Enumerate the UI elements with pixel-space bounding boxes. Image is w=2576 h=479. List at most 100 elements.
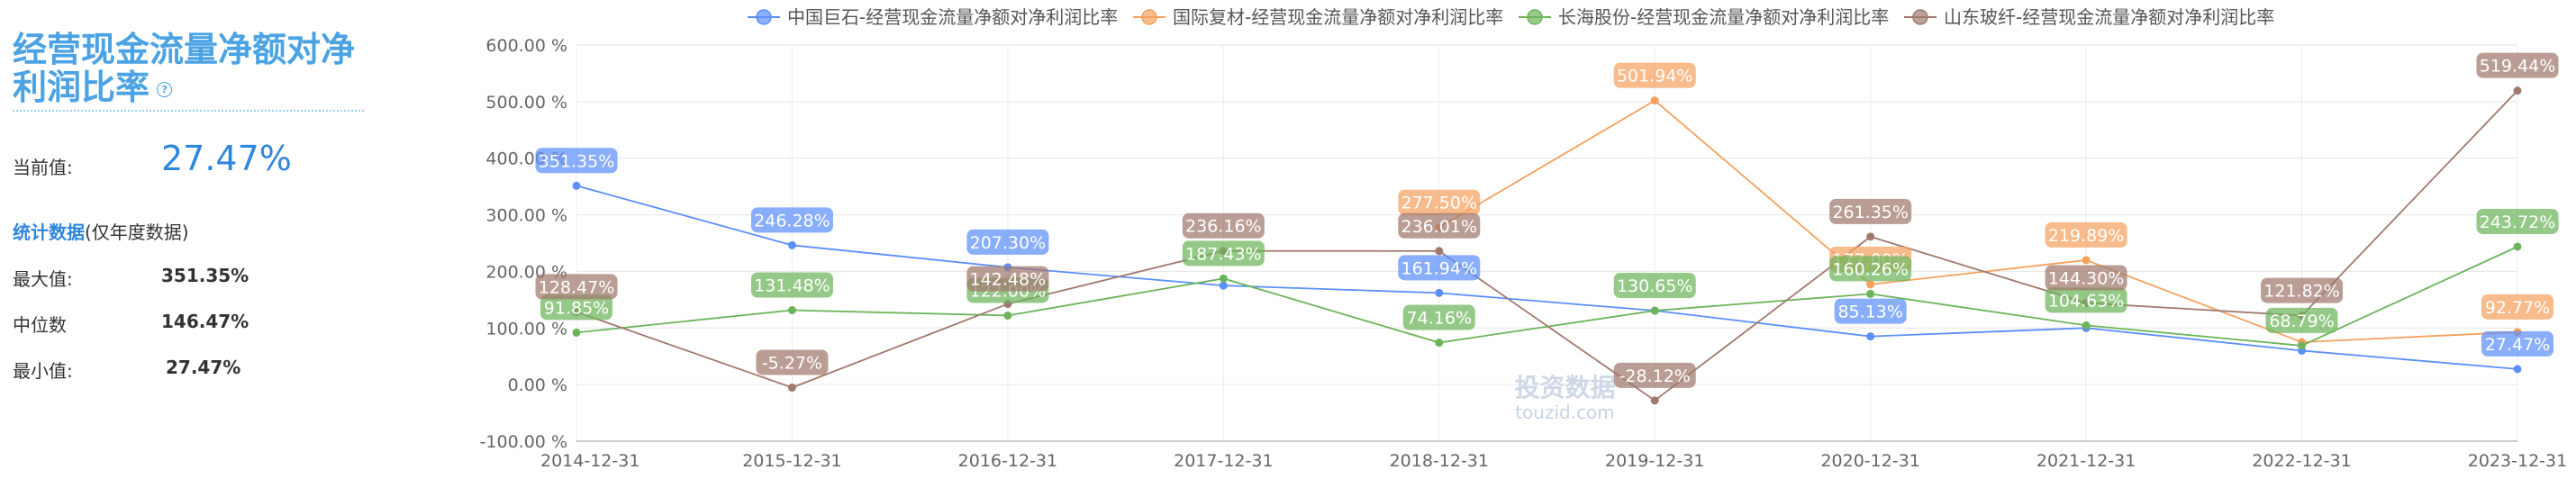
data-label-text: 128.47% [539, 277, 615, 297]
data-label-text: 104.63% [2048, 291, 2125, 311]
stat-row-median: 中位数 146.47% [13, 311, 373, 338]
current-value-row: 当前值: 27.47% [13, 135, 373, 180]
data-label: 219.89% [2045, 221, 2127, 248]
x-tick-label: 2021-12-31 [2036, 451, 2136, 471]
data-label: -5.27% [756, 349, 829, 375]
data-label: 277.50% [1398, 189, 1481, 215]
data-label: 246.28% [750, 207, 833, 233]
x-tick-label: 2018-12-31 [1390, 451, 1489, 471]
data-label-box [1402, 304, 1475, 330]
data-label: 142.48% [966, 266, 1049, 292]
data-label-box [750, 207, 833, 233]
data-point[interactable] [2082, 256, 2091, 265]
data-label: 92.77% [2481, 294, 2553, 320]
series-line [576, 185, 2518, 370]
legend-marker [1912, 9, 1928, 25]
data-label-text: 142.48% [970, 270, 1047, 290]
data-label-box [2481, 294, 2553, 320]
data-point[interactable] [2513, 365, 2522, 374]
data-label-text: 27.47% [2485, 335, 2550, 355]
data-point[interactable] [572, 328, 581, 337]
data-label-text: 187.43% [1185, 244, 1262, 264]
data-point[interactable] [572, 181, 581, 190]
data-point[interactable] [1866, 332, 1875, 341]
data-label-box [1829, 256, 1912, 282]
series-line [1438, 99, 2518, 343]
data-label-box [2045, 221, 2127, 248]
data-label-text: 74.16% [1407, 309, 1472, 329]
legend-label: 山东玻纤-经营现金流量净额对净利润比率 [1944, 6, 2274, 28]
y-tick-label: 0.00 % [508, 375, 567, 395]
data-label-text: 161.94% [1401, 258, 1478, 278]
data-label: 144.30% [2045, 265, 2127, 291]
data-point[interactable] [1219, 281, 1228, 290]
data-label-box [2045, 265, 2127, 291]
data-label: -28.12% [1613, 362, 1696, 388]
data-label: 128.47% [535, 274, 618, 300]
data-label: 27.47% [2481, 330, 2553, 357]
data-label-text: 85.13% [1837, 303, 1902, 322]
stats-link[interactable]: 统计数据 [13, 221, 85, 243]
watermark-en: touzid.com [1515, 402, 1615, 423]
data-point[interactable] [1866, 232, 1875, 241]
data-point[interactable] [1435, 247, 1444, 256]
metric-title: 经营现金流量净额对净利润比率? [13, 31, 364, 112]
data-point[interactable] [1435, 339, 1444, 348]
x-tick-label: 2014-12-31 [540, 451, 639, 471]
legend-label: 长海股份-经营现金流量净额对净利润比率 [1558, 6, 1889, 28]
legend-item[interactable]: 中国巨石-经营现金流量净额对净利润比率 [748, 6, 1118, 28]
data-point[interactable] [2513, 86, 2522, 95]
data-label-text: 246.28% [754, 211, 830, 230]
data-point[interactable] [1435, 288, 1444, 297]
legend-label: 中国巨石-经营现金流量净额对净利润比率 [787, 6, 1118, 28]
data-point[interactable] [2298, 341, 2307, 350]
data-label-box [756, 349, 829, 375]
data-label-box [535, 274, 618, 300]
legend-item[interactable]: 长海股份-经营现金流量净额对净利润比率 [1519, 6, 1889, 28]
data-point[interactable] [1003, 311, 1012, 320]
data-label-text: 92.77% [2485, 298, 2550, 318]
data-label-box [1829, 198, 1912, 224]
data-point[interactable] [1650, 396, 1659, 405]
data-label-text: 243.72% [2480, 212, 2556, 232]
legend-item[interactable]: 山东玻纤-经营现金流量净额对净利润比率 [1904, 6, 2274, 28]
data-label-text: 131.48% [754, 276, 830, 295]
data-point[interactable] [787, 240, 796, 249]
data-label-box [2045, 287, 2127, 313]
data-point[interactable] [2082, 321, 2091, 330]
legend-marker [1527, 9, 1543, 25]
data-label-box [1182, 212, 1265, 239]
data-point[interactable] [1866, 289, 1875, 298]
data-label: 236.16% [1182, 212, 1265, 239]
data-point[interactable] [1650, 96, 1659, 105]
series-line [576, 246, 2518, 347]
data-point[interactable] [2513, 242, 2522, 251]
stats-heading: 统计数据(仅年度数据) [13, 218, 189, 244]
chart-area: -100.00 % 0.00 % 100.00 % 200.00 % 300.00 % 4… [378, 0, 2576, 475]
data-label-text: 236.01% [1401, 217, 1478, 237]
legend-item[interactable]: 国际复材-经营现金流量净额对净利润比率 [1133, 6, 1503, 28]
data-point[interactable] [787, 383, 796, 392]
data-label-box [1613, 62, 1696, 88]
data-point[interactable] [787, 305, 796, 314]
data-label-text: 130.65% [1617, 276, 1693, 296]
data-label-text: 160.26% [1832, 259, 1909, 279]
data-label: 68.79% [2265, 307, 2338, 333]
data-label-text: 144.30% [2048, 268, 2125, 288]
data-point[interactable] [1650, 306, 1659, 315]
data-label-text: 277.50% [1401, 194, 1478, 213]
help-icon[interactable]: ? [157, 82, 173, 97]
data-point[interactable] [1866, 280, 1875, 289]
current-value: 27.47% [161, 139, 292, 178]
data-point[interactable] [1219, 274, 1228, 283]
data-label-box [1834, 298, 1907, 324]
data-label: 121.82% [2261, 277, 2344, 303]
data-label: 131.48% [750, 272, 833, 298]
data-label-text: 236.16% [1185, 217, 1262, 237]
data-label: 187.43% [1182, 240, 1265, 267]
data-label-box [2476, 52, 2559, 78]
data-label-text: 519.44% [2480, 57, 2556, 77]
data-label-box [2261, 277, 2344, 303]
data-label: 351.35% [535, 148, 618, 174]
x-tick-label: 2017-12-31 [1174, 451, 1273, 471]
